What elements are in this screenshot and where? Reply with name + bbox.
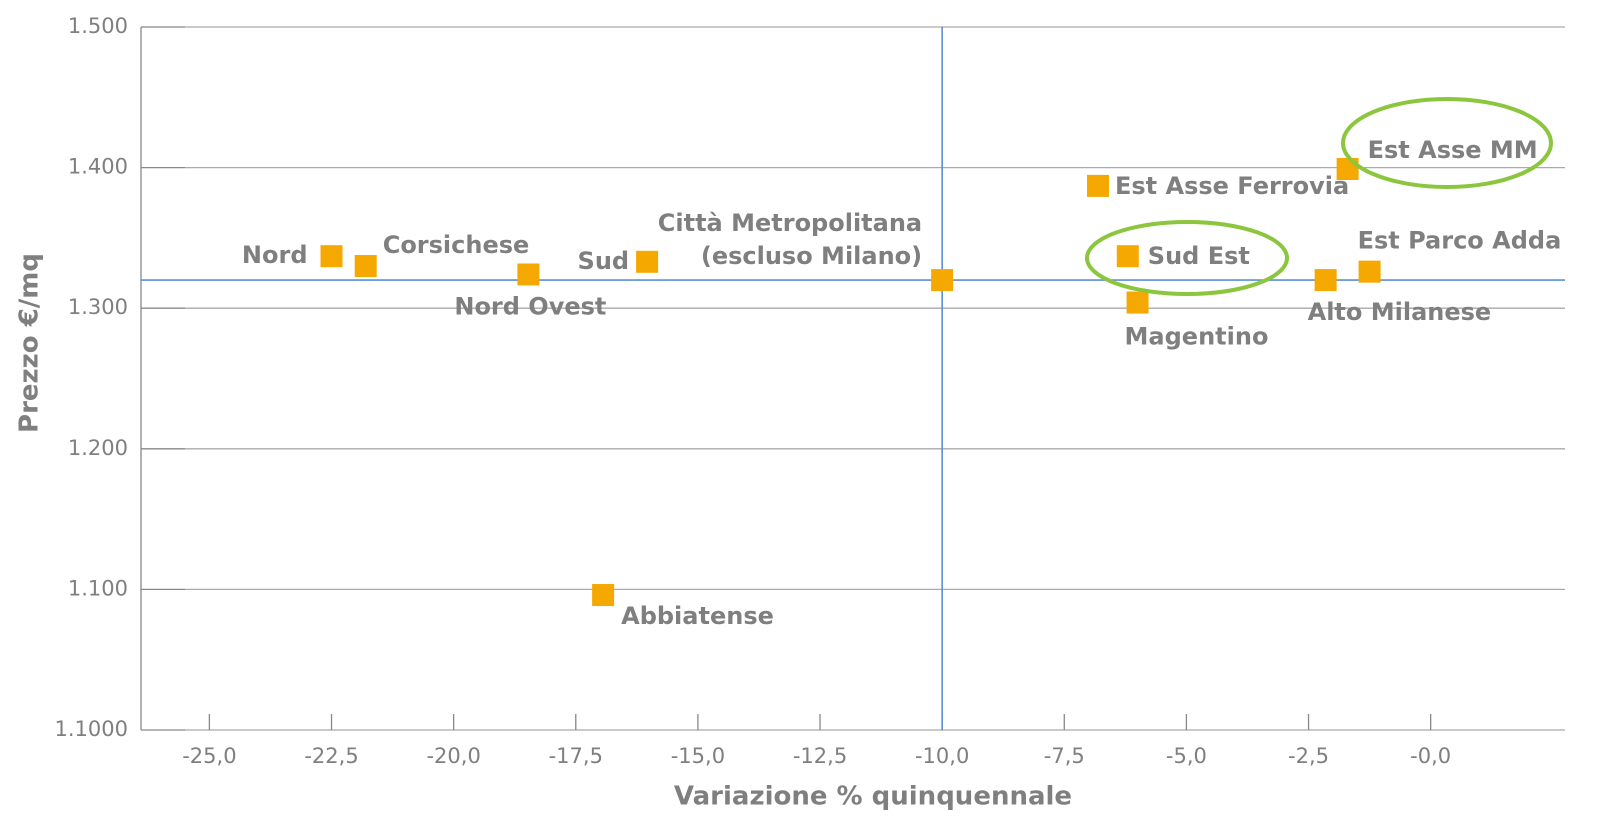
x-tick-label: -22,5 xyxy=(304,744,358,768)
point xyxy=(592,584,615,607)
point xyxy=(1116,245,1139,268)
point xyxy=(517,263,540,286)
x-tick-label: -25,0 xyxy=(182,744,236,768)
point xyxy=(1358,260,1381,283)
x-tick-label: -7,5 xyxy=(1044,744,1085,768)
point-label: (escluso Milano) xyxy=(701,242,922,270)
point xyxy=(1086,174,1109,197)
point xyxy=(354,255,377,278)
point-label: Est Parco Adda xyxy=(1358,227,1562,255)
x-tick-label: -5,0 xyxy=(1166,744,1207,768)
y-tick-label: 1.1000 xyxy=(55,717,128,741)
y-tick-label: 1.200 xyxy=(68,436,128,460)
y-tick-label: 1.100 xyxy=(68,576,128,600)
point xyxy=(636,250,659,273)
point-label: Alto Milanese xyxy=(1308,298,1492,326)
y-axis-title: Prezzo €/mq xyxy=(15,253,45,433)
x-tick-label: -15,0 xyxy=(671,744,725,768)
highlights xyxy=(1085,97,1553,296)
x-axis-title: Variazione % quinquennale xyxy=(674,782,1072,812)
point-label: Est Asse Ferrovia xyxy=(1115,172,1349,200)
highlight-ellipse xyxy=(1341,97,1553,189)
x-tick-label: -12,5 xyxy=(793,744,847,768)
point-label: Sud Est xyxy=(1148,242,1250,270)
point-label: Nord Ovest xyxy=(454,292,606,320)
point-label: Est Asse MM xyxy=(1368,136,1538,164)
x-tick-label: -20,0 xyxy=(426,744,480,768)
point xyxy=(931,269,954,292)
point-label: Nord xyxy=(242,241,308,269)
y-tick-label: 1.400 xyxy=(68,155,128,179)
x-tick-label: -10,0 xyxy=(915,744,969,768)
point-label: Magentino xyxy=(1125,323,1269,351)
point-label: Sud xyxy=(578,247,630,275)
point xyxy=(1126,291,1149,314)
point xyxy=(1314,269,1337,292)
x-tick-label: -0,0 xyxy=(1410,744,1451,768)
y-tick-label: 1.300 xyxy=(68,295,128,319)
point-label: Città Metropolitana xyxy=(658,209,922,237)
x-tick-label: -17,5 xyxy=(549,744,603,768)
highlight-ellipse xyxy=(1085,220,1289,296)
point-label: Corsichese xyxy=(383,231,530,259)
x-tick-label: -2,5 xyxy=(1288,744,1329,768)
y-tick-label: 1.500 xyxy=(68,14,128,38)
point xyxy=(320,245,343,268)
point-label: Abbiatense xyxy=(621,602,774,630)
